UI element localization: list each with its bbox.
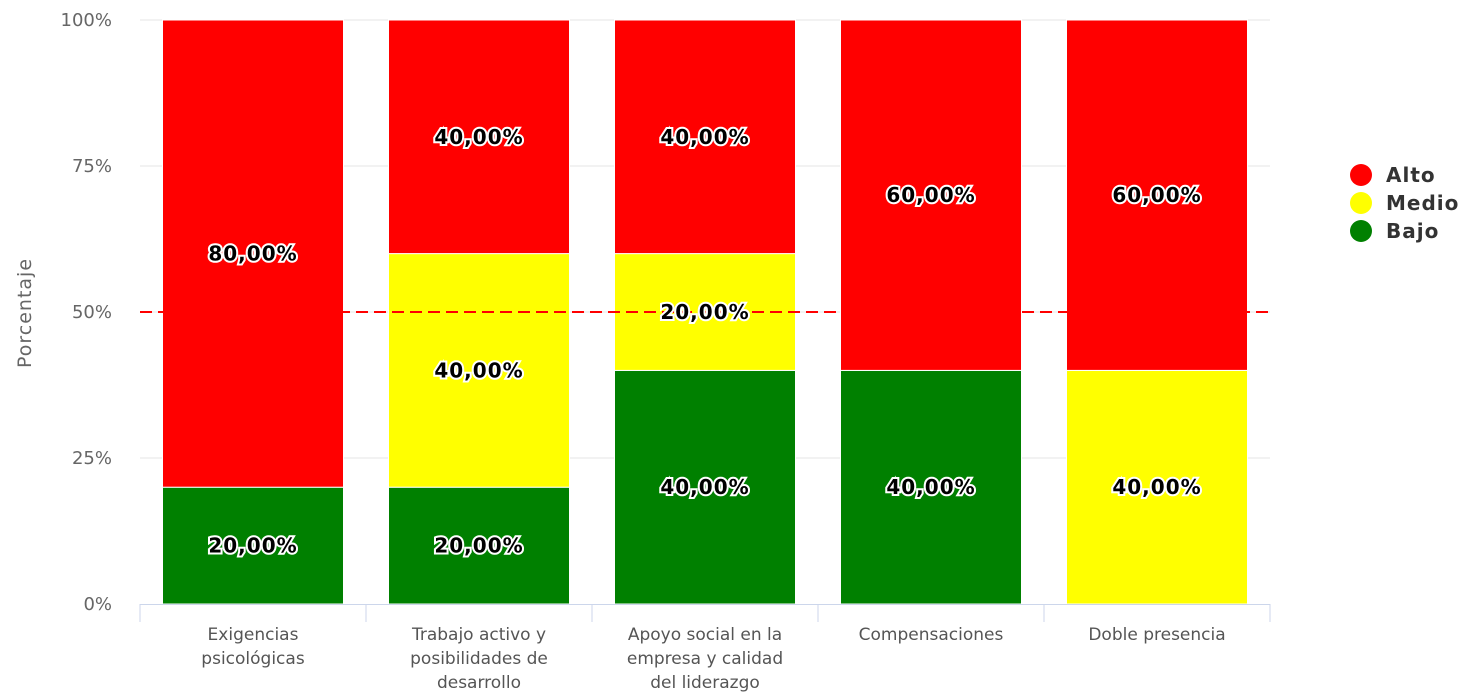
legend-item-alto[interactable]: Alto: [1350, 163, 1436, 187]
y-tick-label: 75%: [72, 156, 112, 177]
x-category-label-line: Exigencias: [208, 625, 299, 645]
x-category-label-line: psicológicas: [201, 649, 305, 669]
x-category-label-line: Doble presencia: [1088, 625, 1225, 645]
data-label: 40,00%: [886, 475, 975, 499]
data-label: 80,00%: [208, 242, 297, 266]
bar-segment-medio: [1066, 369, 1248, 605]
x-category-label: Trabajo activo y posibilidades de desarrol…: [410, 625, 548, 693]
data-label: 40,00%: [1112, 475, 1201, 499]
data-labels: 20,00% 80,00% 20,00% 40,00% 40,00% 40,00% 20,0…: [206, 123, 1202, 560]
bar-segment-medio: [388, 253, 570, 488]
legend-label: Alto: [1386, 163, 1436, 187]
legend-marker-bajo: [1350, 220, 1372, 242]
x-category-label: Apoyo social en la empresa y calidad del l…: [627, 625, 783, 693]
data-label: 40,00%: [660, 475, 749, 499]
x-category-label-line: posibilidades de: [410, 649, 548, 669]
data-label: 20,00%: [208, 534, 297, 558]
x-category-label-line: Trabajo activo y: [411, 625, 546, 645]
y-axis-title: Porcentaje: [14, 258, 36, 368]
x-category-label-line: empresa y calidad: [627, 649, 783, 669]
legend-label: Bajo: [1386, 219, 1439, 243]
y-tick-label: 50%: [72, 302, 112, 323]
legend-marker-alto: [1350, 164, 1372, 186]
data-label: 60,00%: [1112, 183, 1201, 207]
data-label: 40,00%: [434, 358, 523, 382]
legend-marker-medio: [1350, 192, 1372, 214]
legend-item-bajo[interactable]: Bajo: [1350, 219, 1439, 243]
data-label: 20,00%: [660, 300, 749, 324]
y-tick-label: 25%: [72, 448, 112, 469]
bar-segment-alto: [162, 19, 344, 488]
x-category-label-line: Compensaciones: [859, 625, 1004, 645]
y-axis-ticks: 0% 25% 50% 75% 100%: [61, 10, 112, 615]
data-label: 40,00%: [660, 125, 749, 149]
data-label: 20,00%: [434, 534, 523, 558]
x-category-label: Exigencias psicológicas: [201, 625, 305, 669]
legend: Alto Medio Bajo: [1350, 163, 1459, 243]
y-tick-label: 100%: [61, 10, 112, 31]
x-axis: Exigencias psicológicas Trabajo activo y po…: [139, 604, 1271, 693]
data-label: 60,00%: [886, 183, 975, 207]
x-category-label: Compensaciones: [859, 625, 1004, 645]
y-tick-label: 0%: [83, 594, 112, 615]
bar-segment-bajo: [388, 486, 570, 605]
legend-item-medio[interactable]: Medio: [1350, 191, 1459, 215]
bar-segment-bajo: [840, 369, 1022, 605]
x-category-label-line: del liderazgo: [650, 673, 760, 693]
bar-segment-bajo: [162, 486, 344, 605]
x-category-label-line: desarrollo: [437, 673, 521, 693]
x-category-label-line: Apoyo social en la: [628, 625, 782, 645]
bar-segment-alto: [614, 19, 796, 255]
bar-segment-alto: [388, 19, 570, 255]
bar-segment-bajo: [614, 369, 796, 605]
x-category-label: Doble presencia: [1088, 625, 1225, 645]
legend-label: Medio: [1386, 191, 1459, 215]
bars: [162, 19, 1248, 605]
data-label: 40,00%: [434, 125, 523, 149]
